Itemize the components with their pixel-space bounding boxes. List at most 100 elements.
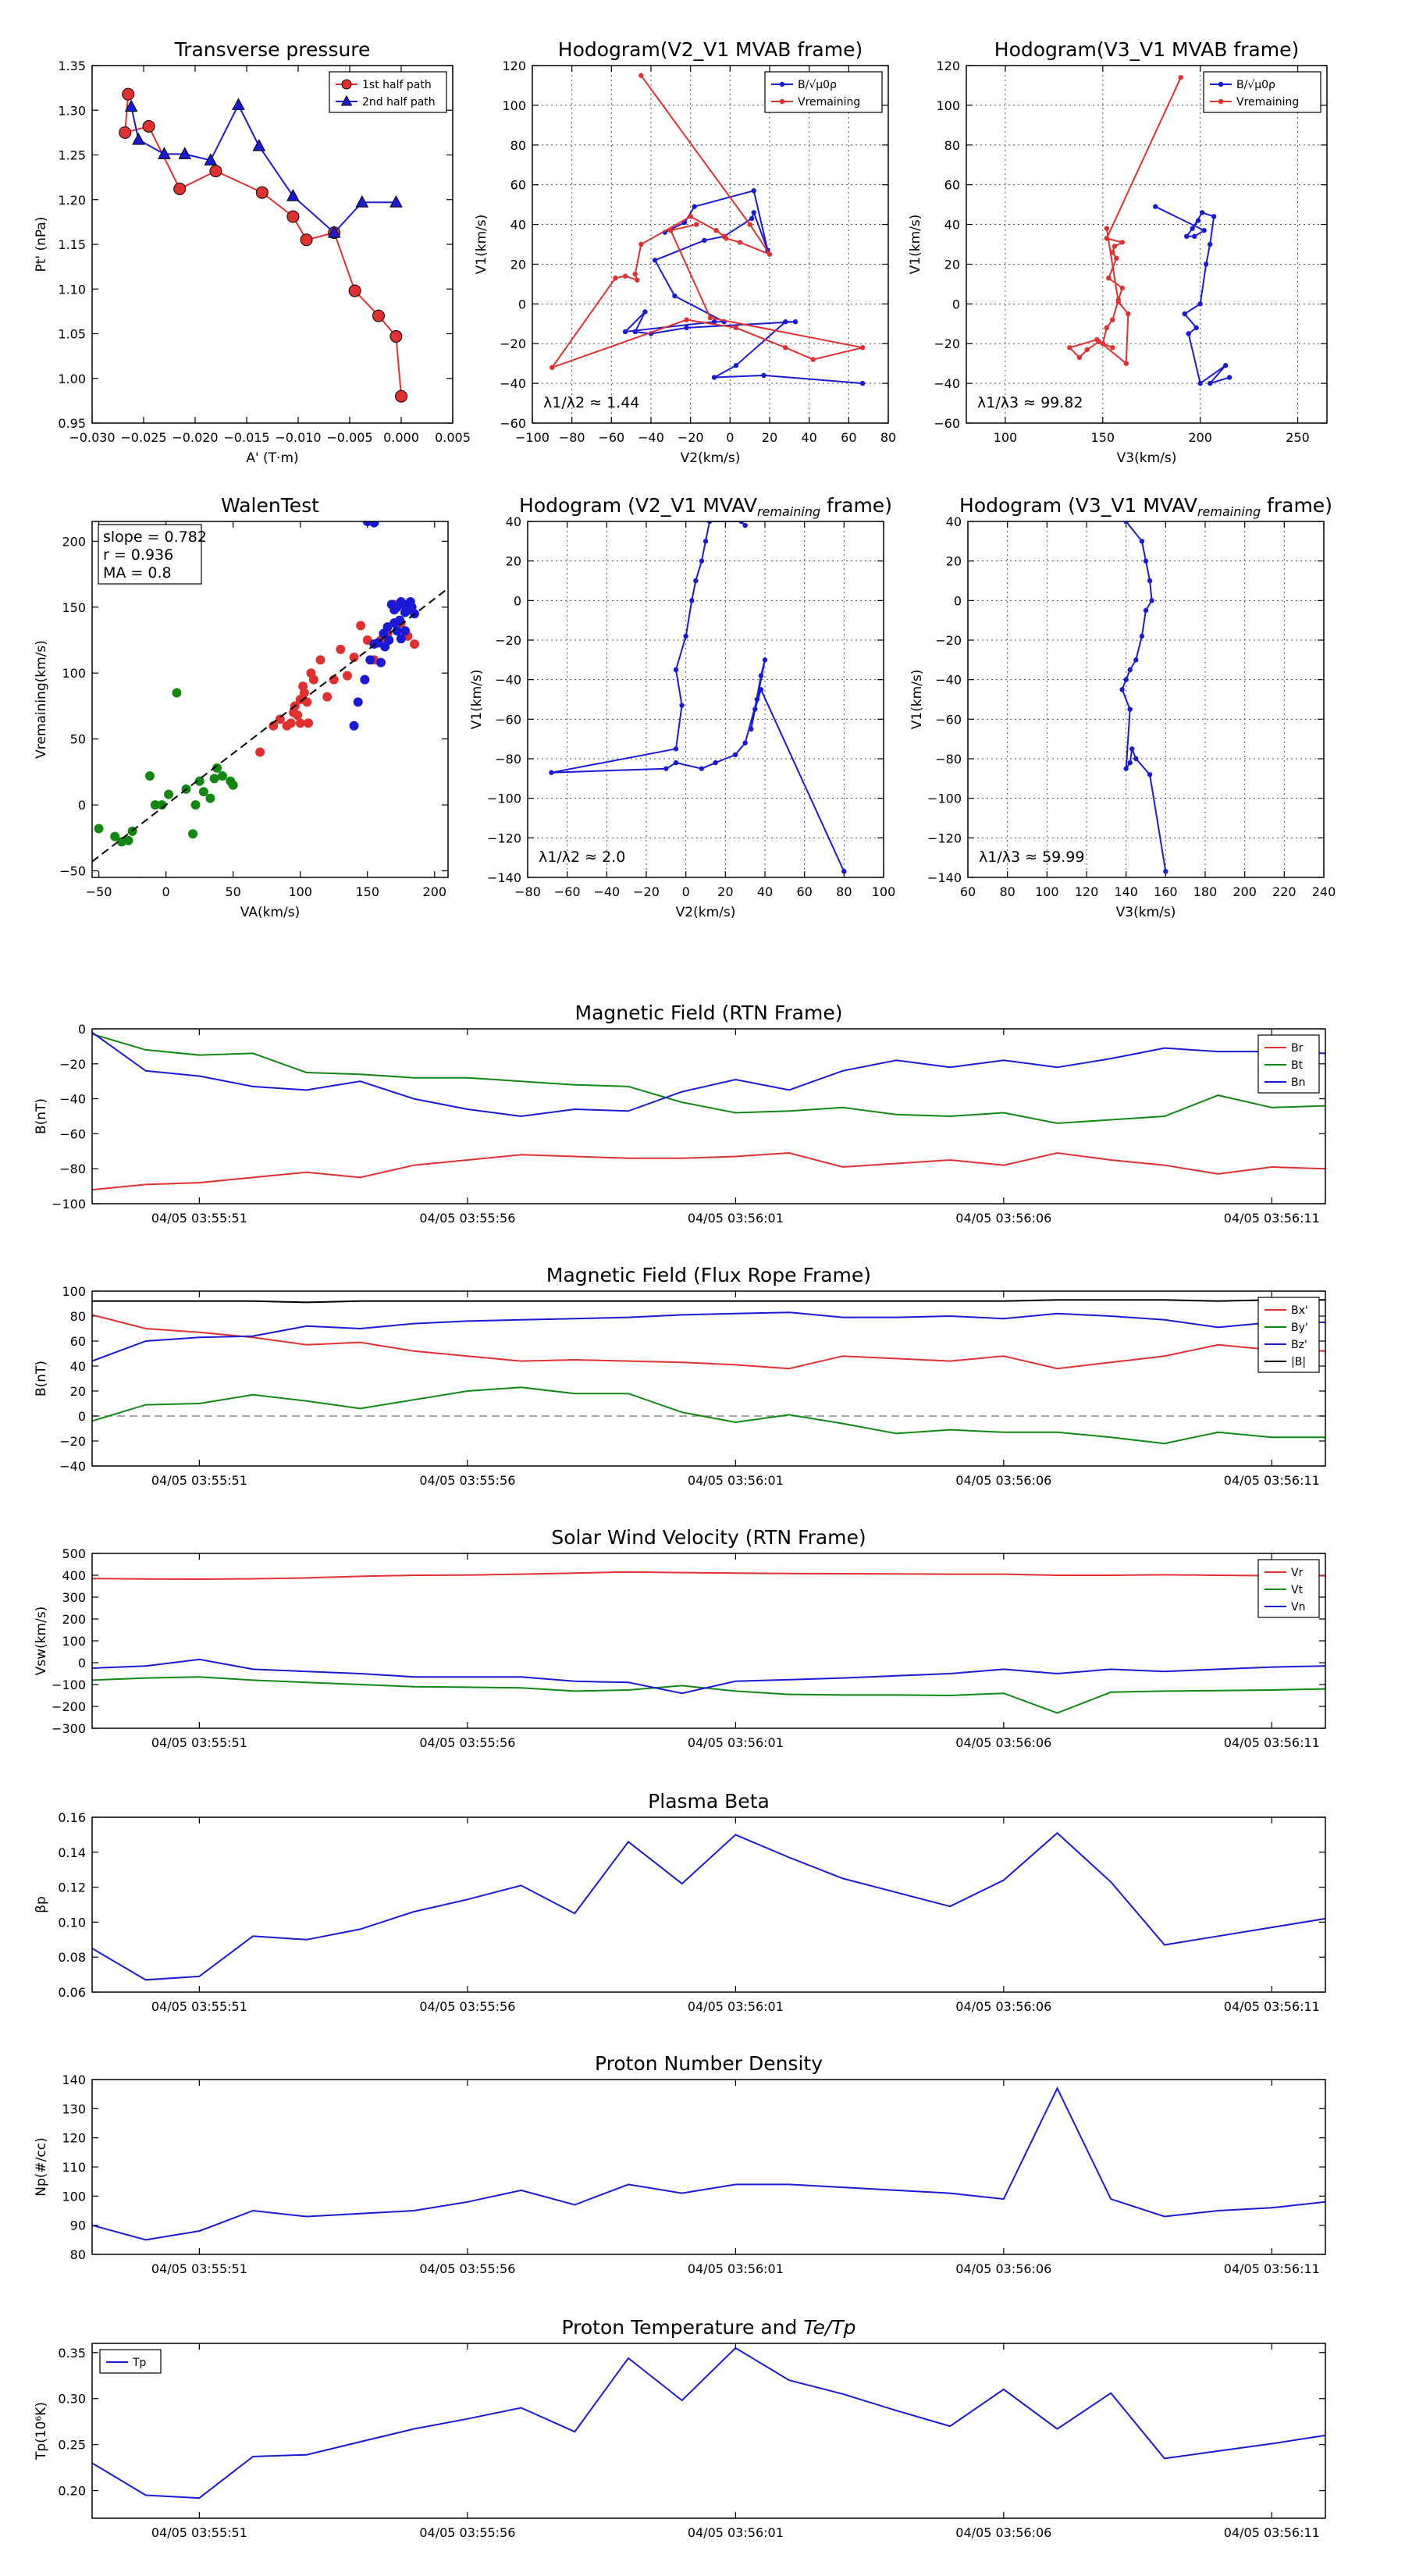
- data-point: [389, 195, 403, 208]
- data-point: [783, 345, 788, 350]
- data-point: [1193, 325, 1199, 331]
- data-point: [635, 277, 640, 283]
- y-tick-label: 150: [62, 600, 86, 615]
- stats-box: [98, 524, 202, 585]
- data-point: [1126, 311, 1131, 317]
- annotation-text: λ1/λ2 ≈ 1.44: [543, 394, 639, 411]
- chart-title-main: Proton Number Density: [595, 2052, 823, 2075]
- x-tick-label: −20: [678, 430, 704, 445]
- y-tick-label: 120: [62, 2131, 86, 2146]
- data-point: [707, 315, 713, 321]
- y-axis-label: Vsw(km/s): [34, 1606, 49, 1676]
- data-point: [859, 380, 866, 386]
- data-point: [209, 165, 222, 178]
- y-tick-label: 0: [78, 1409, 86, 1424]
- y-tick-label: −100: [927, 792, 962, 806]
- chart-title: Solar Wind Velocity (RTN Frame): [551, 1526, 866, 1549]
- plot-area: [119, 87, 407, 403]
- data-point: [663, 766, 669, 771]
- data-point: [642, 309, 648, 315]
- y-tick-label: 40: [944, 218, 960, 233]
- y-tick-label: 20: [510, 257, 526, 272]
- data-point: [1149, 598, 1154, 603]
- data-point: [212, 763, 222, 773]
- legend-marker: [779, 98, 785, 105]
- y-tick-label: 0.35: [58, 2346, 86, 2361]
- data-point: [1129, 746, 1135, 752]
- axes-frame: [527, 521, 884, 878]
- y-tick-label: 0: [952, 297, 960, 311]
- plot-area: [549, 521, 847, 874]
- data-point: [110, 831, 120, 841]
- data-point: [1182, 311, 1187, 317]
- data-point: [751, 188, 756, 194]
- y-axis-label: V1(km/s): [474, 215, 489, 275]
- data-point: [767, 251, 773, 257]
- data-point: [384, 635, 394, 645]
- y-tick-label: 80: [70, 1309, 86, 1324]
- series-line-0: [92, 2086, 1325, 2241]
- data-point: [142, 119, 155, 133]
- chart-title-subscript: remaining: [1197, 504, 1261, 519]
- data-point: [300, 233, 313, 247]
- y-tick-label: −40: [934, 376, 960, 391]
- data-point: [1133, 756, 1139, 762]
- axes-frame: [91, 2343, 1326, 2519]
- axes-frame: [967, 521, 1325, 878]
- data-point: [286, 718, 296, 728]
- data-point: [173, 183, 187, 196]
- chart-title-subscript: remaining: [757, 504, 820, 519]
- y-tick-label: −40: [59, 1459, 86, 1474]
- chart-title: Hodogram (V2_V1 MVAVremaining frame): [519, 494, 892, 519]
- y-tick-label: 40: [510, 218, 526, 233]
- data-point: [859, 345, 866, 350]
- series-line-Vt: [92, 1676, 1325, 1714]
- legend-label: Vr: [1291, 1567, 1304, 1579]
- chart-magnetic-field-rtn: Magnetic Field (RTN Frame) 04/05 03:55:51…: [34, 1002, 1326, 1226]
- data-point: [396, 634, 406, 644]
- data-point: [713, 227, 719, 233]
- data-point: [395, 615, 405, 625]
- chart-title: Hodogram(V2_V1 MVAB frame): [558, 38, 863, 61]
- x-tick-label: −50: [86, 884, 112, 899]
- data-point: [699, 766, 705, 771]
- data-point: [342, 671, 352, 681]
- stats-line: r = 0.936: [103, 546, 173, 564]
- y-tick-label: 0.10: [58, 1915, 86, 1930]
- axes-frame: [91, 1553, 1326, 1729]
- x-tick-label: 120: [1075, 884, 1099, 899]
- data-point: [699, 558, 705, 564]
- chart-title: Transverse pressure: [174, 38, 371, 61]
- chart-title: Hodogram(V3_V1 MVAB frame): [994, 38, 1299, 61]
- y-tick-label: 60: [70, 1334, 86, 1349]
- series-line-Tp: [92, 2347, 1325, 2500]
- y-tick-label: −20: [934, 336, 960, 351]
- y-tick-label: −60: [934, 416, 960, 431]
- y-tick-label: 80: [944, 138, 960, 153]
- data-point: [550, 365, 555, 370]
- data-point: [144, 770, 155, 781]
- x-tick-label: 04/05 03:55:51: [151, 2261, 247, 2276]
- x-tick-label: 04/05 03:56:01: [688, 1473, 784, 1488]
- data-point: [1163, 869, 1168, 874]
- y-axis-label: B(nT): [34, 1098, 49, 1134]
- y-tick-label: 0.14: [58, 1845, 86, 1860]
- y-tick-label: −80: [935, 752, 962, 767]
- y-tick-label: −100: [487, 792, 521, 806]
- series-line-Vn: [92, 1658, 1325, 1695]
- y-tick-label: −80: [59, 1162, 86, 1176]
- data-point: [308, 674, 318, 685]
- chart-proton-number-density: Proton Number Density 04/05 03:55:51 04/05…: [34, 2052, 1326, 2276]
- data-point: [747, 222, 752, 227]
- data-point: [1114, 255, 1119, 262]
- y-tick-label: −20: [495, 633, 521, 648]
- legend-label: Vremaining: [798, 96, 860, 109]
- chart-title-main: Hodogram (V3_V1 MVAV: [959, 494, 1197, 517]
- legend-marker: [779, 81, 785, 87]
- y-tick-label: 200: [62, 534, 86, 549]
- chart-title-main: Magnetic Field (RTN Frame): [575, 1002, 843, 1024]
- y-axis-label: V1(km/s): [909, 670, 925, 730]
- legend-label: Vn: [1291, 1601, 1305, 1614]
- chart-title: Magnetic Field (RTN Frame): [575, 1002, 843, 1024]
- x-tick-label: −20: [633, 884, 660, 899]
